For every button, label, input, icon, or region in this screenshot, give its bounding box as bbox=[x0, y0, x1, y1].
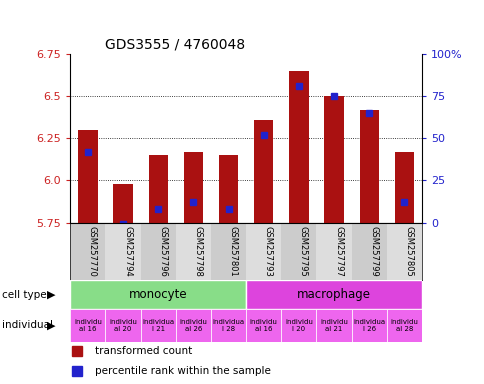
Bar bbox=[140, 309, 175, 342]
Bar bbox=[70, 280, 245, 309]
Text: GSM257796: GSM257796 bbox=[158, 225, 167, 276]
Bar bbox=[211, 223, 245, 280]
Text: individua
l 28: individua l 28 bbox=[212, 319, 244, 332]
Bar bbox=[245, 309, 281, 342]
Text: GSM257794: GSM257794 bbox=[123, 225, 132, 276]
Bar bbox=[70, 309, 105, 342]
Text: ▶: ▶ bbox=[46, 290, 55, 300]
Text: individu
al 16: individu al 16 bbox=[74, 319, 102, 332]
Text: GSM257770: GSM257770 bbox=[88, 225, 97, 276]
Text: GSM257795: GSM257795 bbox=[298, 225, 307, 276]
Bar bbox=[70, 223, 105, 280]
Bar bbox=[140, 223, 175, 280]
Bar bbox=[351, 309, 386, 342]
Bar bbox=[183, 152, 203, 223]
Text: GSM257798: GSM257798 bbox=[193, 225, 202, 276]
Bar bbox=[113, 184, 133, 223]
Bar bbox=[211, 309, 245, 342]
Bar bbox=[245, 280, 421, 309]
Text: GSM257801: GSM257801 bbox=[228, 225, 237, 276]
Bar bbox=[316, 309, 351, 342]
Text: macrophage: macrophage bbox=[296, 288, 370, 301]
Text: monocyte: monocyte bbox=[129, 288, 187, 301]
Text: individua
l 21: individua l 21 bbox=[142, 319, 174, 332]
Text: cell type: cell type bbox=[2, 290, 47, 300]
Text: individu
al 20: individu al 20 bbox=[109, 319, 136, 332]
Text: individual: individual bbox=[2, 320, 53, 331]
Text: GSM257799: GSM257799 bbox=[368, 225, 378, 276]
Bar bbox=[351, 223, 386, 280]
Text: individu
al 16: individu al 16 bbox=[249, 319, 277, 332]
Bar bbox=[281, 223, 316, 280]
Text: GSM257793: GSM257793 bbox=[263, 225, 272, 276]
Bar bbox=[245, 223, 281, 280]
Text: GDS3555 / 4760048: GDS3555 / 4760048 bbox=[105, 37, 245, 51]
Text: GSM257805: GSM257805 bbox=[404, 225, 412, 276]
Bar bbox=[175, 223, 211, 280]
Text: transformed count: transformed count bbox=[95, 346, 192, 356]
Bar bbox=[105, 223, 140, 280]
Bar bbox=[218, 155, 238, 223]
Bar bbox=[386, 223, 421, 280]
Bar bbox=[324, 96, 343, 223]
Text: ▶: ▶ bbox=[46, 320, 55, 331]
Text: individu
al 28: individu al 28 bbox=[390, 319, 417, 332]
Bar bbox=[281, 309, 316, 342]
Bar bbox=[148, 155, 167, 223]
Text: individua
l 26: individua l 26 bbox=[352, 319, 384, 332]
Text: individu
al 26: individu al 26 bbox=[179, 319, 207, 332]
Text: individu
l 20: individu l 20 bbox=[285, 319, 312, 332]
Bar bbox=[359, 109, 378, 223]
Text: individu
al 21: individu al 21 bbox=[319, 319, 347, 332]
Text: percentile rank within the sample: percentile rank within the sample bbox=[95, 366, 270, 376]
Bar bbox=[288, 71, 308, 223]
Bar bbox=[386, 309, 421, 342]
Bar bbox=[175, 309, 211, 342]
Bar bbox=[105, 309, 140, 342]
Bar bbox=[394, 152, 413, 223]
Bar bbox=[78, 130, 97, 223]
Bar bbox=[316, 223, 351, 280]
Text: GSM257797: GSM257797 bbox=[333, 225, 342, 276]
Bar bbox=[254, 120, 273, 223]
